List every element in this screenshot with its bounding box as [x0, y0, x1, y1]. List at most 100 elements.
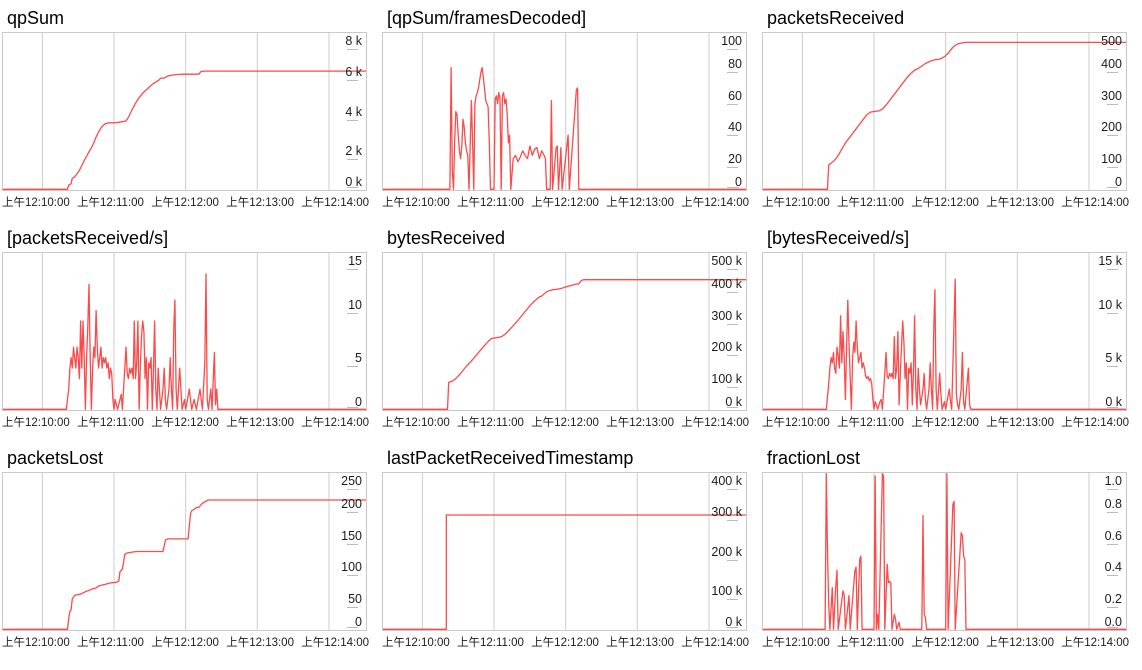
- x-axis-label: 上午12:11:00: [457, 637, 524, 649]
- x-axis-label: 上午12:10:00: [762, 637, 830, 649]
- x-axis-label: 上午12:12:00: [151, 417, 219, 429]
- chart-title: fractionLost: [767, 448, 861, 468]
- chart-title: [bytesReceived/s]: [767, 228, 910, 248]
- x-axis-label: 上午12:12:00: [911, 197, 979, 209]
- x-axis-label: 上午12:12:00: [531, 197, 599, 209]
- x-axis-label: 上午12:11:00: [457, 417, 524, 429]
- x-axis-labels: 上午12:10:00 上午12:11:00 上午12:12:00 上午12:13:00…: [382, 194, 749, 210]
- x-axis-label: 上午12:12:00: [531, 637, 599, 649]
- chart-card: [qpSum/framesDecoded] 0 20 40 60 80 100 上午12:…: [380, 0, 760, 220]
- series-line: [3, 70, 366, 190]
- x-axis-label: 上午12:14:00: [1061, 417, 1129, 429]
- x-axis-labels: 上午12:10:00 上午12:11:00 上午12:12:00 上午12:13:00…: [2, 414, 369, 430]
- plot-area: 0 50 100 150 200 250: [2, 472, 367, 631]
- x-axis-label: 上午12:14:00: [301, 637, 369, 649]
- chart-title: lastPacketReceivedTimestamp: [387, 448, 634, 468]
- x-axis-labels: 上午12:10:00 上午12:11:00 上午12:12:00 上午12:13:00…: [382, 414, 749, 430]
- chart-title: bytesReceived: [387, 228, 506, 248]
- x-axis-label: 上午12:10:00: [382, 637, 450, 649]
- x-axis-label: 上午12:14:00: [681, 637, 749, 649]
- x-axis-label: 上午12:10:00: [2, 417, 70, 429]
- series-line: [383, 514, 746, 630]
- x-axis-label: 上午12:14:00: [301, 197, 369, 209]
- plot-area: 0.0 0.2 0.4 0.6 0.8 1.0: [762, 472, 1127, 631]
- x-axis-label: 上午12:10:00: [2, 197, 70, 209]
- series-line: [763, 473, 1126, 630]
- chart-card: packetsLost 0 50 100 150 200 250 上午12:10:00 上午…: [0, 440, 380, 670]
- x-axis-labels: 上午12:10:00 上午12:11:00 上午12:12:00 上午12:13:00…: [2, 194, 369, 210]
- chart-canvas: [3, 473, 366, 630]
- chart-card: fractionLost 0.0 0.2 0.4 0.6 0.8 1.0 上午12:10:…: [760, 440, 1142, 670]
- x-axis-label: 上午12:14:00: [1061, 197, 1129, 209]
- x-axis-label: 上午12:14:00: [301, 417, 369, 429]
- chart-canvas: [383, 473, 746, 630]
- chart-title: [packetsReceived/s]: [7, 228, 169, 248]
- chart-canvas: [3, 33, 366, 190]
- plot-area: 0 100 200 300 400 500: [762, 32, 1127, 191]
- chart-card: packetsReceived 0 100 200 300 400 500 上午12:10…: [760, 0, 1142, 220]
- x-axis-label: 上午12:13:00: [986, 197, 1054, 209]
- series-line: [3, 499, 366, 630]
- x-axis-label: 上午12:12:00: [531, 417, 599, 429]
- x-axis-labels: 上午12:10:00 上午12:11:00 上午12:12:00 上午12:13:00…: [2, 634, 369, 650]
- x-axis-label: 上午12:11:00: [837, 417, 904, 429]
- chart-canvas: [383, 33, 746, 190]
- chart-canvas: [763, 473, 1126, 630]
- x-axis-labels: 上午12:10:00 上午12:11:00 上午12:12:00 上午12:13:00…: [382, 634, 749, 650]
- x-axis-label: 上午12:13:00: [226, 197, 294, 209]
- x-axis-label: 上午12:11:00: [77, 417, 144, 429]
- x-axis-label: 上午12:14:00: [681, 197, 749, 209]
- x-axis-label: 上午12:11:00: [837, 197, 904, 209]
- chart-canvas: [763, 33, 1126, 190]
- plot-area: 0 20 40 60 80 100: [382, 32, 747, 191]
- x-axis-label: 上午12:12:00: [911, 417, 979, 429]
- chart-card: [packetsReceived/s] 0 5 10 15 上午12:10:00 上午1…: [0, 220, 380, 440]
- plot-area: 0 5 10 15: [2, 252, 367, 411]
- x-axis-label: 上午12:10:00: [762, 417, 830, 429]
- x-axis-label: 上午12:10:00: [762, 197, 830, 209]
- chart-card: bytesReceived 0 k 100 k 200 k 300 k 400 k 500…: [380, 220, 760, 440]
- x-axis-label: 上午12:13:00: [986, 417, 1054, 429]
- x-axis-label: 上午12:12:00: [151, 637, 219, 649]
- x-axis-label: 上午12:11:00: [837, 637, 904, 649]
- chart-canvas: [763, 253, 1126, 410]
- x-axis-label: 上午12:13:00: [606, 197, 674, 209]
- plot-area: 0 k 100 k 200 k 300 k 400 k: [382, 472, 747, 631]
- x-axis-label: 上午12:11:00: [457, 197, 524, 209]
- x-axis-labels: 上午12:10:00 上午12:11:00 上午12:12:00 上午12:13:00…: [762, 634, 1129, 650]
- x-axis-label: 上午12:10:00: [2, 637, 70, 649]
- x-axis-label: 上午12:11:00: [77, 197, 144, 209]
- x-axis-label: 上午12:10:00: [382, 417, 450, 429]
- chart-title: [qpSum/framesDecoded]: [387, 8, 587, 28]
- chart-title: packetsLost: [7, 448, 104, 468]
- x-axis-label: 上午12:12:00: [151, 197, 219, 209]
- x-axis-labels: 上午12:10:00 上午12:11:00 上午12:12:00 上午12:13:00…: [762, 194, 1129, 210]
- x-axis-label: 上午12:13:00: [606, 417, 674, 429]
- x-axis-label: 上午12:13:00: [986, 637, 1054, 649]
- x-axis-label: 上午12:13:00: [226, 637, 294, 649]
- series-line: [383, 279, 746, 410]
- chart-title: packetsReceived: [767, 8, 905, 28]
- x-axis-label: 上午12:13:00: [226, 417, 294, 429]
- x-axis-label: 上午12:13:00: [606, 637, 674, 649]
- x-axis-label: 上午12:12:00: [911, 637, 979, 649]
- x-axis-labels: 上午12:10:00 上午12:11:00 上午12:12:00 上午12:13:00…: [762, 414, 1129, 430]
- plot-area: 0 k 100 k 200 k 300 k 400 k 500 k: [382, 252, 747, 411]
- x-axis-label: 上午12:14:00: [1061, 637, 1129, 649]
- x-axis-label: 上午12:10:00: [382, 197, 450, 209]
- x-axis-label: 上午12:11:00: [77, 637, 144, 649]
- series-line: [763, 278, 1126, 410]
- x-axis-label: 上午12:14:00: [681, 417, 749, 429]
- chart-title: qpSum: [7, 8, 65, 28]
- series-line: [383, 66, 746, 190]
- series-line: [763, 41, 1126, 190]
- chart-canvas: [383, 253, 746, 410]
- series-line: [3, 273, 366, 410]
- chart-canvas: [3, 253, 366, 410]
- chart-card: lastPacketReceivedTimestamp 0 k 100 k 200 …: [380, 440, 760, 670]
